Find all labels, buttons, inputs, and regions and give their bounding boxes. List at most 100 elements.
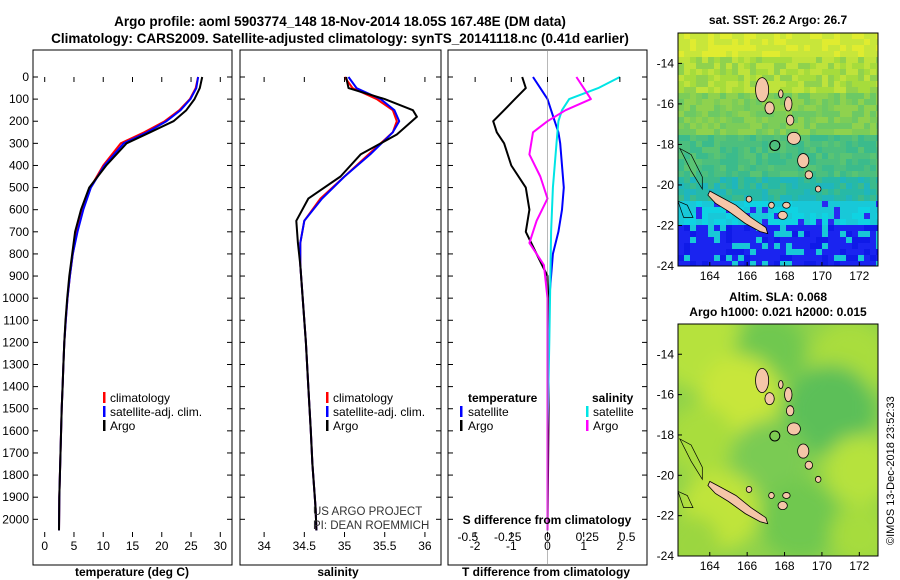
sst-cell [732,39,738,45]
sst-cell [702,201,708,207]
sst-cell [714,93,720,99]
sst-cell [798,45,804,51]
island [778,89,784,99]
sst-cell [870,201,876,207]
sst-cell [750,159,756,165]
sst-cell [864,177,870,183]
sst-cell [720,141,726,147]
sst-cell [828,69,834,75]
sst-cell [870,153,876,159]
sst-cell [804,243,810,249]
sst-cell [846,141,852,147]
sla-blob [785,365,875,455]
s-difference-label: S difference from climatology [463,513,632,527]
sst-cell [852,117,858,123]
sst-cell [774,165,780,171]
sst-cell [696,201,702,207]
sst-cell [744,147,750,153]
sst-cell [828,261,834,266]
sst-cell [714,135,720,141]
sla-blob [678,515,720,556]
sst-cell [870,87,876,93]
sst-cell [702,255,708,261]
sst-cell [762,261,768,266]
sst-cell [840,183,846,189]
x-tick-label: 1 [580,539,587,553]
sst-cell [792,237,798,243]
sst-cell [678,213,684,219]
sst-cell [756,45,762,51]
sst-cell [792,219,798,225]
sst-cell [684,111,690,117]
sst-cell [738,33,744,39]
sst-cell [762,111,768,117]
sst-cell [864,195,870,201]
sst-cell [840,231,846,237]
sst-cell [804,81,810,87]
sst-cell [696,153,702,159]
sst-cell [696,243,702,249]
sst-cell [690,261,696,266]
sst-cell [822,93,828,99]
sst-cell [792,189,798,195]
sst-cell [768,183,774,189]
sst-cell [690,135,696,141]
sst-cell [834,69,840,75]
sst-cell [690,189,696,195]
sst-cell [750,63,756,69]
sst-cell [858,147,864,153]
sst-cell [792,243,798,249]
sst-cell [810,39,816,45]
sst-cell [744,237,750,243]
sst-cell [702,129,708,135]
sst-cell [816,153,822,159]
sst-cell [732,171,738,177]
sst-cell [786,237,792,243]
sst-cell [810,75,816,81]
sst-cell [864,135,870,141]
sst-cell [774,231,780,237]
sst-cell [828,189,834,195]
depth-tick-label: 0 [22,70,29,84]
island [804,460,813,470]
sst-cell [708,51,714,57]
sst-cell [684,243,690,249]
sst-cell [840,45,846,51]
depth-tick-label: 1800 [2,468,29,482]
sst-cell [870,51,876,57]
sst-cell [852,147,858,153]
sst-cell [840,243,846,249]
sst-cell [828,45,834,51]
sst-cell [876,81,878,87]
sst-cell [834,195,840,201]
sst-cell [732,141,738,147]
sst-cell [744,87,750,93]
sst-cell [846,63,852,69]
sst-cell [792,159,798,165]
sst-cell [822,105,828,111]
sst-cell [678,135,684,141]
sst-cell [750,141,756,147]
sst-cell [744,189,750,195]
sst-cell [876,99,878,105]
sst-cell [816,237,822,243]
sst-cell [810,99,816,105]
sst-cell [816,249,822,255]
sst-cell [864,111,870,117]
legend-label-argo: Argo [333,419,359,433]
sst-cell [876,237,878,243]
legend-label-t-satellite: satellite [468,405,509,419]
sst-cell [738,171,744,177]
map-y-tick-label: -16 [657,388,675,402]
sst-cell [804,87,810,93]
sst-cell [684,45,690,51]
sla-heatmap [678,324,878,556]
sla-map-title-line2: Argo h1000: 0.021 h2000: 0.015 [689,305,867,319]
sst-cell [816,93,822,99]
sst-cell [690,75,696,81]
sst-cell [756,195,762,201]
x-tick-label: 25 [184,539,198,553]
sst-cell [690,177,696,183]
sst-cell [690,207,696,213]
sst-cell [768,171,774,177]
